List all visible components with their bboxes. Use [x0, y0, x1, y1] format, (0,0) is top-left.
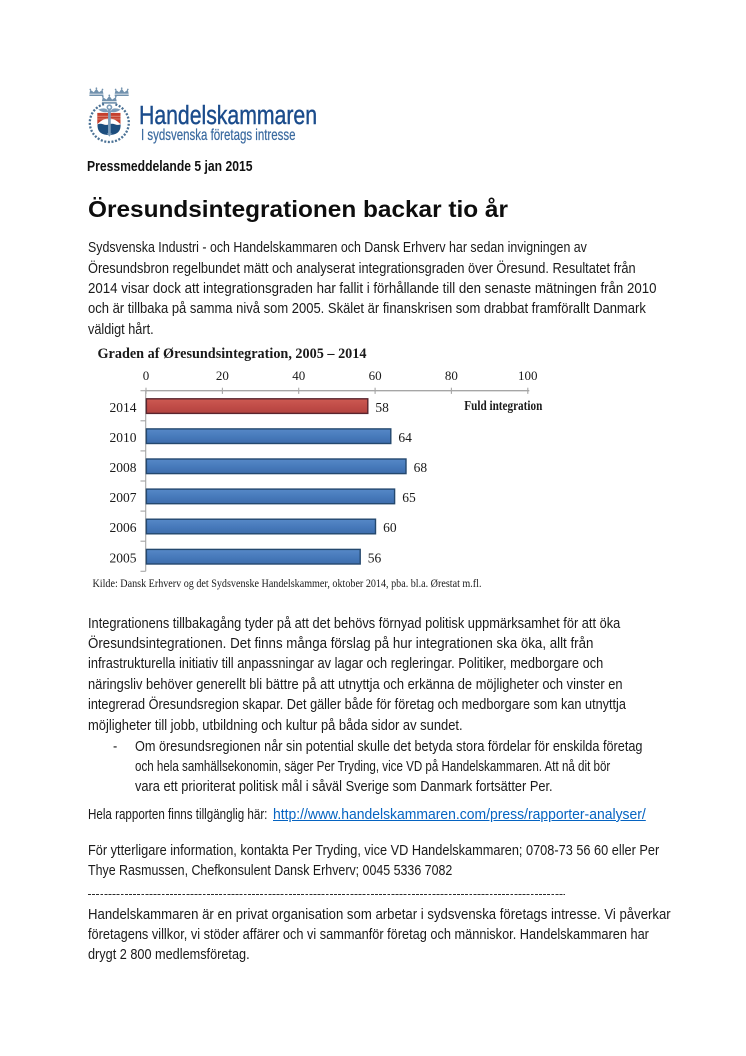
svg-text:0: 0 — [143, 368, 150, 383]
svg-text:65: 65 — [402, 490, 416, 505]
svg-text:2005: 2005 — [110, 550, 137, 565]
svg-text:Graden af Øresundsintegration,: Graden af Øresundsintegration, 2005 – 20… — [98, 346, 367, 362]
svg-text:64: 64 — [398, 430, 412, 445]
svg-text:56: 56 — [368, 550, 382, 565]
svg-text:20: 20 — [216, 368, 229, 383]
svg-text:58: 58 — [375, 400, 389, 415]
svg-text:100: 100 — [518, 368, 538, 383]
svg-text:2010: 2010 — [110, 430, 137, 445]
svg-text:2014: 2014 — [110, 400, 137, 415]
svg-text:2008: 2008 — [110, 460, 137, 475]
svg-text:Kilde: Dansk Erhverv og det Sy: Kilde: Dansk Erhverv og det Sydsvenske H… — [93, 576, 482, 590]
svg-text:2006: 2006 — [110, 520, 137, 535]
svg-text:60: 60 — [383, 520, 397, 535]
svg-text:60: 60 — [369, 368, 382, 383]
svg-text:68: 68 — [414, 460, 428, 475]
svg-text:2007: 2007 — [110, 490, 137, 505]
svg-text:80: 80 — [445, 368, 458, 383]
svg-text:Fuld integration: Fuld integration — [464, 398, 543, 413]
svg-text:40: 40 — [292, 368, 305, 383]
